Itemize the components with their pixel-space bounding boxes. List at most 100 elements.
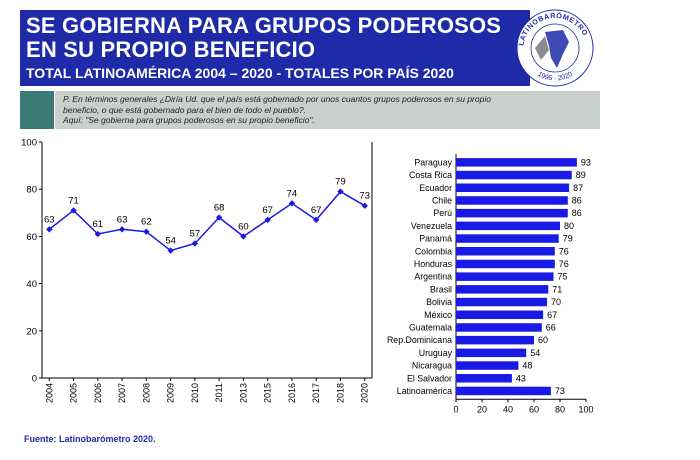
bar-value-label: 54	[530, 348, 540, 358]
data-label: 57	[190, 228, 201, 239]
y-tick-label: 0	[32, 374, 37, 385]
data-label: 62	[141, 217, 152, 228]
bar	[456, 247, 555, 256]
data-point	[70, 207, 77, 214]
bar	[456, 170, 572, 180]
bar-value-label: 87	[573, 183, 583, 193]
x-tick-label: 2015	[263, 383, 273, 403]
bar	[456, 183, 570, 192]
bar	[456, 361, 519, 370]
question-line-1: P. En términos generales ¿Diría Ud. que …	[63, 94, 491, 104]
data-label: 61	[93, 219, 104, 230]
title-banner	[20, 10, 530, 86]
bar-category-label: Brasil	[430, 284, 452, 294]
data-point	[215, 214, 223, 221]
data-label: 68	[214, 203, 225, 214]
question-box	[55, 91, 600, 129]
page-title: SE GOBIERNA PARA GRUPOS PODEROSOS EN SU …	[26, 13, 502, 62]
x-tick-label: 2013	[238, 383, 248, 403]
bar-category-label: Guatemala	[409, 322, 452, 332]
bar	[456, 259, 555, 269]
x-tick-label: 2016	[287, 383, 297, 403]
svg-text:1995 · 2020: 1995 · 2020	[536, 71, 574, 83]
data-label: 71	[68, 195, 79, 206]
x-tick-label: 2020	[360, 383, 370, 403]
x-tick-label: 2009	[166, 383, 176, 403]
question-line-2: beneficio, o que está gobernado para el …	[63, 104, 306, 115]
bar-value-label: 75	[558, 272, 568, 282]
y-tick-label: 20	[26, 326, 37, 337]
y-tick-label: 40	[26, 279, 37, 290]
bar	[456, 158, 577, 167]
data-point	[312, 216, 320, 224]
data-label: 54	[165, 236, 176, 247]
bar-value-label: 86	[572, 195, 582, 205]
bar-value-label: 73	[555, 386, 565, 396]
y-tick-label: 60	[26, 232, 37, 243]
bar-chart: Paraguay 93 Costa Rica 89 Ecuador 87 Chile 86 Pe…	[387, 154, 594, 414]
bar-category-label: Paraguay	[414, 157, 452, 167]
bar	[456, 285, 549, 294]
bar	[456, 234, 559, 243]
x-tick-label: 2007	[117, 383, 127, 403]
bar	[456, 196, 568, 205]
page-subtitle: TOTAL LATINOAMÉRICA 2004 – 2020 - TOTALE…	[26, 65, 454, 81]
bar-value-label: 67	[547, 310, 557, 320]
bar	[456, 348, 527, 358]
bar-category-label: Costa Rica	[409, 170, 452, 180]
bar-category-label: Panamá	[419, 234, 452, 244]
y-tick-label: 100	[21, 138, 37, 149]
data-label: 74	[287, 188, 298, 199]
question-text: P. En términos generales ¿Diría Ud. que …	[63, 94, 593, 126]
bar-category-label: México	[424, 310, 452, 320]
bar-category-label: Colombia	[415, 246, 452, 256]
bar-category-label: Latinoamérica	[397, 386, 452, 396]
bar	[456, 297, 547, 307]
bar-value-label: 70	[551, 297, 561, 307]
data-point	[94, 230, 102, 238]
x-tick-label: 2010	[190, 383, 200, 403]
data-point	[191, 240, 199, 247]
x-tick-label: 2006	[93, 383, 103, 403]
x-tick-label: 2008	[141, 383, 151, 403]
bar-x-tick-label: 60	[529, 404, 539, 414]
bar-x-tick-label: 100	[578, 404, 593, 414]
data-label: 67	[311, 205, 322, 216]
logo-years: 1995 · 2020	[536, 71, 574, 83]
bar-value-label: 66	[546, 322, 556, 332]
data-label: 63	[117, 214, 128, 225]
bar-category-label: El Salvador	[407, 373, 452, 383]
source-note: Fuente: Latinobarómetro 2020.	[24, 434, 156, 444]
bar	[456, 221, 560, 231]
bar-x-tick-label: 40	[503, 404, 513, 414]
data-point	[288, 200, 296, 207]
data-label: 67	[262, 205, 273, 216]
bar	[456, 374, 512, 383]
bar-category-label: Nicaragua	[412, 361, 452, 371]
bar-value-label: 76	[559, 259, 569, 269]
line-chart: 0 20 40 60 80 100 63 2004 71 2005 61 2006 63 2007 62 20…	[21, 138, 373, 403]
bar-x-tick-label: 20	[477, 404, 487, 414]
x-tick-label: 2017	[311, 383, 321, 403]
data-point	[264, 216, 271, 224]
bar	[456, 335, 534, 345]
bar-value-label: 76	[559, 246, 569, 256]
data-point	[46, 226, 53, 233]
data-label: 79	[335, 177, 346, 188]
data-point	[118, 226, 126, 233]
bar-value-label: 60	[538, 335, 548, 345]
bar-category-label: Chile	[432, 195, 452, 205]
bar-category-label: Rep.Dominicana	[387, 335, 452, 345]
bar-value-label: 79	[563, 234, 573, 244]
bar-category-label: Argentina	[414, 272, 452, 282]
bar-category-label: Honduras	[414, 259, 453, 269]
bar-value-label: 71	[552, 284, 562, 294]
x-tick-label: 2005	[69, 383, 79, 403]
latinobarometro-logo: LATINOBARÓMETRO 1995 · 2020	[516, 9, 594, 87]
bar-value-label: 48	[522, 361, 532, 371]
bar-category-label: Perú	[433, 208, 452, 218]
question-accent	[20, 91, 54, 129]
data-point	[167, 247, 174, 254]
bar-x-tick-label: 0	[453, 404, 458, 414]
y-tick-label: 80	[26, 185, 37, 196]
